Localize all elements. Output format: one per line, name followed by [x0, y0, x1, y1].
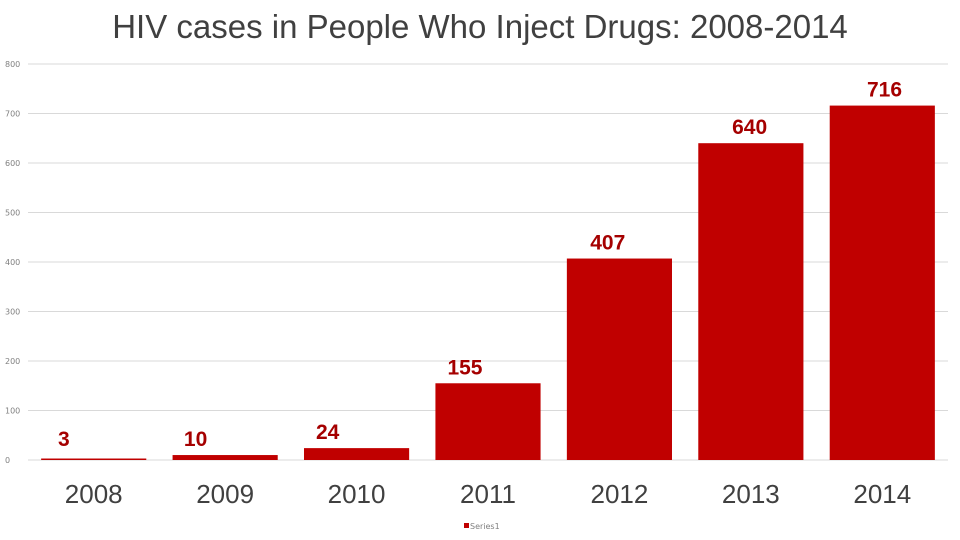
- bar: [829, 105, 935, 460]
- y-tick-label: 100: [5, 407, 20, 416]
- legend: Series1: [464, 522, 500, 531]
- x-category-label: 2008: [65, 479, 123, 509]
- y-tick-label: 400: [5, 258, 20, 267]
- y-axis-ticks: 0 100 200 300 400 500 600 700 800: [5, 60, 20, 465]
- data-label: 155: [447, 356, 482, 379]
- chart-title: HIV cases in People Who Inject Drugs: 20…: [112, 8, 848, 45]
- x-category-label: 2011: [460, 479, 516, 509]
- y-tick-label: 700: [5, 110, 20, 119]
- bar: [435, 383, 541, 460]
- y-tick-label: 600: [5, 159, 20, 168]
- x-category-label: 2009: [196, 479, 254, 509]
- data-label: 716: [867, 79, 902, 102]
- bar: [304, 448, 410, 460]
- bar: [41, 458, 147, 460]
- data-label: 3: [58, 428, 70, 451]
- x-category-label: 2013: [722, 479, 780, 509]
- y-tick-label: 500: [5, 209, 20, 218]
- x-category-label: 2012: [591, 479, 649, 509]
- x-category-label: 2010: [328, 479, 386, 509]
- data-label: 24: [316, 421, 340, 444]
- legend-swatch: [464, 523, 469, 528]
- x-axis-categories: 2008 2009 2010 2011 2012 2013 2014: [65, 479, 911, 509]
- y-tick-label: 300: [5, 308, 20, 317]
- y-tick-label: 0: [5, 456, 10, 465]
- data-label: 640: [732, 116, 767, 139]
- x-category-label: 2014: [853, 479, 911, 509]
- y-tick-label: 200: [5, 357, 20, 366]
- data-labels: 3 10 24 155 407 640 716: [58, 79, 902, 451]
- y-tick-label: 800: [5, 60, 20, 69]
- data-label: 407: [590, 232, 625, 255]
- bar: [566, 258, 672, 460]
- legend-label: Series1: [470, 522, 500, 531]
- bar: [172, 455, 278, 460]
- bar: [698, 143, 804, 460]
- bars: [41, 105, 935, 460]
- data-label: 10: [184, 428, 207, 451]
